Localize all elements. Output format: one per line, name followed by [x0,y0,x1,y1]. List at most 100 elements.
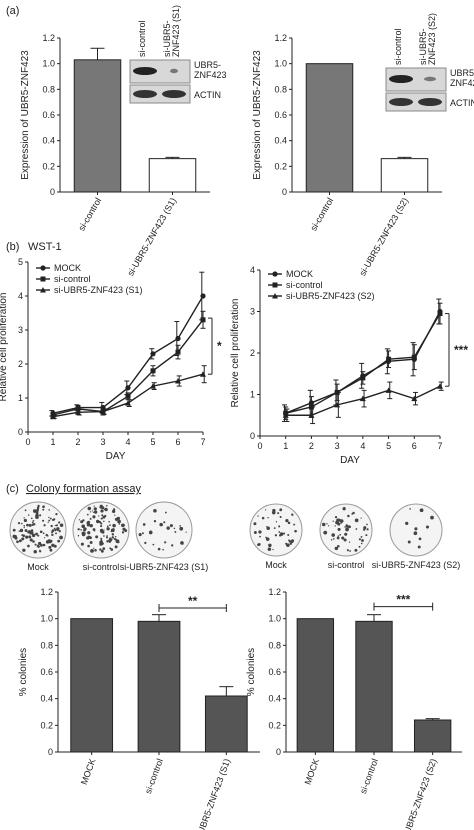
colony [44,537,46,539]
data-point [100,408,106,415]
colony [42,543,46,547]
y-tick-label: 2 [250,348,255,358]
colony [258,530,262,534]
colony [109,524,111,526]
data-point [386,356,392,362]
data-point [334,401,341,408]
colony [93,505,95,507]
x-tick-label: 5 [150,437,155,447]
y-tick-label: 0.8 [268,640,281,650]
significance-label: *** [454,343,468,357]
data-point [272,271,278,277]
y-tick-label: 0.6 [40,667,53,677]
chart-c2: 0 0.2 0.4 0.6 0.8 1.0 1.2 % colonies MOCK si-cont… [246,587,462,830]
colony [29,530,34,535]
x-tick-label: 7 [200,437,205,447]
legend-label: si-control [54,274,91,284]
colony [279,508,283,512]
culture-dish [249,503,303,557]
colony [101,528,104,531]
colony [358,538,362,541]
data-point [200,317,206,323]
colony [35,532,37,535]
data-point [125,393,131,399]
colony [93,547,95,549]
colony [363,528,366,531]
colony [87,544,90,548]
colony [31,521,34,524]
y-tick-label: 0.6 [268,667,281,677]
y-tick-label: 0.4 [268,694,281,704]
data-point [272,282,278,288]
colony [354,548,358,552]
bar [355,620,393,753]
colony [153,520,157,523]
colony [42,519,45,522]
band [389,98,413,106]
colony [343,506,346,509]
data-point [272,293,278,299]
colony [414,527,418,531]
dish-label: si-UBR5-ZNF423 (S1) [120,562,209,572]
colony [112,523,116,528]
significance-label: * [217,339,222,353]
colony [101,530,105,534]
bar [148,158,197,193]
bar [413,719,452,753]
colony [16,540,19,544]
colony [277,512,280,515]
y-tick-label: 0 [250,431,255,441]
colony [144,541,147,545]
colony [345,524,349,528]
colony [42,532,45,535]
colony [323,530,328,535]
colony [50,524,53,528]
colony [42,508,45,511]
colony [89,517,92,520]
y-tick-label: 0.2 [40,720,53,730]
colony [354,518,359,523]
y-axis-label: % colonies [246,648,257,696]
colony [117,519,121,524]
chart-b2: 0 1 2 3 4 0 1 2 3 4 5 6 7 DAY Relative cell proliferat… [230,265,468,466]
data-point [360,375,366,381]
colony [330,539,333,541]
colony [23,525,26,527]
x-tick-label: 1 [283,441,288,451]
data-point [359,395,366,402]
colony [272,548,274,551]
bar [70,618,114,753]
data-point [150,351,156,357]
colony [287,521,291,525]
colony [87,523,90,526]
colony [163,521,166,524]
dish-label: si-control [328,560,365,570]
colony [106,527,110,531]
colony [29,538,33,542]
panel-c-label: (c) [6,483,19,495]
x-tick-label: 3 [335,441,340,451]
y-tick-label: 3 [250,307,255,317]
colony [28,523,32,527]
x-tick-label: 4 [360,441,365,451]
y-tick-label: 3 [18,325,23,335]
colony [111,528,115,533]
y-tick-label: 1.2 [42,33,55,43]
colony [346,549,349,552]
x-tick-label: si-control [308,196,335,233]
colony [102,547,106,550]
colony [366,528,369,531]
legend-label: MOCK [286,269,313,279]
colony [117,541,120,544]
colony [93,510,98,514]
dish-label: si-UBR5-ZNF423 (S2) [372,560,461,570]
colony [332,538,335,540]
colony [279,516,282,519]
band-label: UBR5- [194,60,221,70]
chart-b1: 0 1 2 3 4 5 0 1 2 3 4 5 6 7 DAY Relative cell prolifera… [0,257,222,462]
colony [365,534,368,537]
colony [80,520,84,524]
data-point [150,368,156,374]
significance-label: ** [188,594,198,608]
